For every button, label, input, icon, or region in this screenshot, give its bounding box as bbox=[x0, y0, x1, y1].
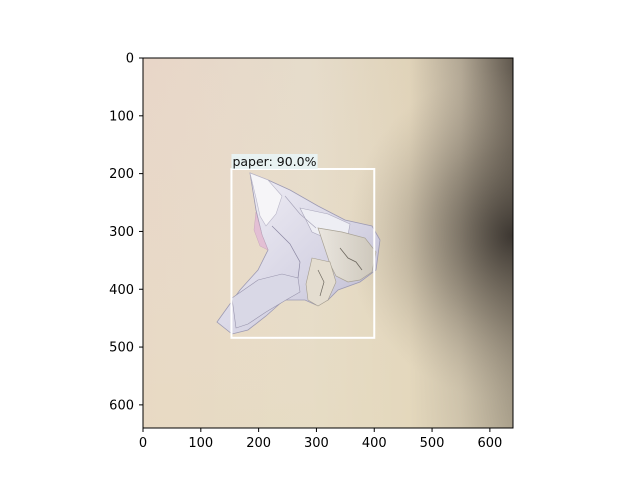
axes-frame bbox=[142, 57, 514, 429]
x-tick-label: 100 bbox=[188, 436, 213, 451]
y-tick-label: 100 bbox=[109, 109, 134, 124]
y-tick-label: 600 bbox=[109, 398, 134, 413]
x-axis: 0 100 200 300 400 500 600 bbox=[139, 428, 502, 451]
y-tick-label: 0 bbox=[126, 52, 134, 67]
detection-label: paper: 90.0% bbox=[232, 154, 316, 169]
detection-label-background bbox=[231, 154, 318, 169]
y-tick-label: 500 bbox=[109, 341, 134, 356]
y-tick-label: 300 bbox=[109, 225, 134, 240]
x-tick-label: 400 bbox=[362, 436, 387, 451]
crumpled-paper bbox=[216, 172, 381, 335]
x-tick-label: 500 bbox=[420, 436, 445, 451]
x-tick-label: 300 bbox=[304, 436, 329, 451]
y-tick-label: 400 bbox=[109, 283, 134, 298]
x-tick-label: 200 bbox=[246, 436, 271, 451]
photo bbox=[143, 58, 513, 428]
y-axis: 0 100 200 300 400 500 600 bbox=[109, 52, 143, 413]
detection: paper: 90.0% bbox=[230, 154, 376, 339]
x-tick-label: 0 bbox=[139, 436, 147, 451]
y-tick-label: 200 bbox=[109, 167, 134, 182]
x-tick-label: 600 bbox=[477, 436, 502, 451]
